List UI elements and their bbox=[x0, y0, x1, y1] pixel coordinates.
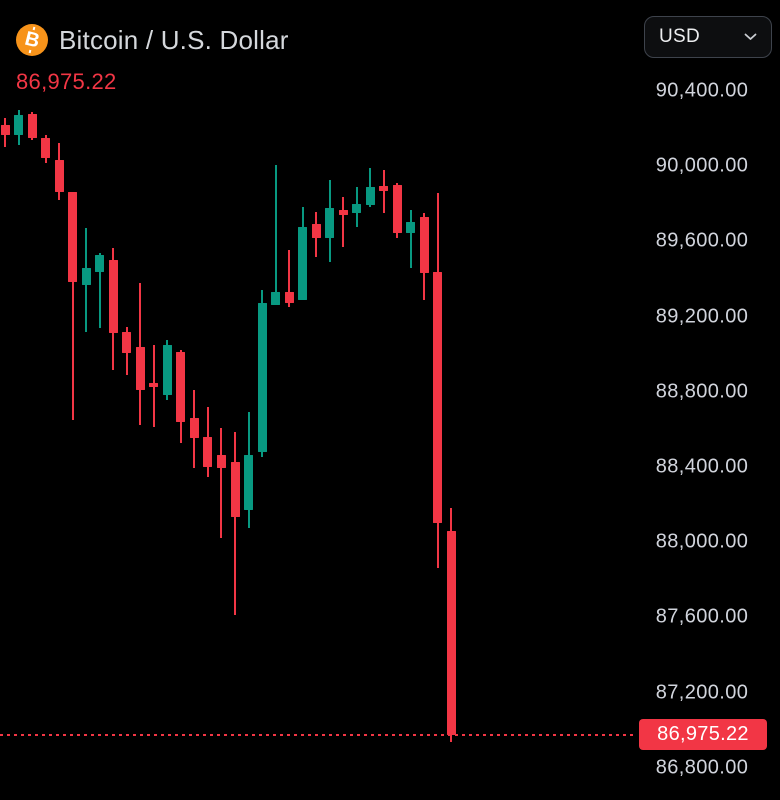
bitcoin-icon: B bbox=[16, 24, 48, 56]
symbol-title: Bitcoin / U.S. Dollar bbox=[59, 24, 289, 55]
last-price-line bbox=[0, 733, 637, 736]
candle-wick bbox=[382, 169, 385, 213]
candle-up bbox=[352, 203, 362, 213]
price-axis-label: 88,800.00 bbox=[655, 380, 749, 403]
candle-down bbox=[108, 260, 118, 333]
candle-up bbox=[162, 344, 172, 395]
candle-up bbox=[271, 291, 281, 305]
candle-down bbox=[27, 113, 37, 138]
price-axis-label: 88,000.00 bbox=[655, 530, 749, 553]
candle-up bbox=[406, 222, 416, 233]
price-axis[interactable]: 90,400.00 90,000.00 89,600.00 89,200.00 88,8… bbox=[640, 0, 764, 800]
candle-up bbox=[257, 303, 267, 452]
candle-up bbox=[81, 268, 91, 285]
candle-down bbox=[379, 185, 389, 191]
candle-up bbox=[95, 254, 105, 273]
candle-down bbox=[392, 185, 402, 233]
candle-up bbox=[365, 187, 375, 205]
candle-down bbox=[419, 216, 429, 273]
last-price-badge: 86,975.22 bbox=[639, 719, 767, 751]
candle-down bbox=[311, 223, 321, 238]
currency-dropdown-value: USD bbox=[659, 26, 701, 47]
last-price-badge-value: 86,975.22 bbox=[657, 723, 749, 746]
candle-down bbox=[0, 125, 10, 135]
header-last-price: 86,975.22 bbox=[16, 69, 117, 94]
candle-up bbox=[298, 226, 308, 301]
candle-down bbox=[149, 382, 159, 387]
candle-down bbox=[338, 210, 348, 216]
price-axis-label: 87,600.00 bbox=[655, 605, 749, 628]
candle-down bbox=[203, 436, 213, 467]
candle-down bbox=[176, 351, 186, 422]
candle-wick bbox=[71, 191, 74, 420]
price-axis-label: 90,000.00 bbox=[655, 154, 749, 177]
candle-down bbox=[135, 347, 145, 390]
candle-down bbox=[54, 159, 64, 192]
chart-area[interactable] bbox=[0, 0, 636, 800]
candle-wick bbox=[98, 252, 101, 329]
candle-wick bbox=[288, 250, 291, 307]
candle-up bbox=[325, 207, 335, 238]
candle-down bbox=[122, 332, 132, 354]
currency-dropdown[interactable]: USD bbox=[644, 16, 772, 58]
price-axis-label: 89,600.00 bbox=[655, 229, 749, 252]
candle-wick bbox=[234, 432, 236, 615]
candle-down bbox=[446, 530, 456, 735]
candle-down bbox=[189, 417, 199, 439]
candle-wick bbox=[274, 165, 277, 305]
chevron-down-icon bbox=[744, 33, 757, 40]
price-axis-label: 90,400.00 bbox=[655, 79, 749, 102]
candle-wick bbox=[409, 210, 412, 269]
candle-up bbox=[14, 115, 24, 135]
symbol-header: B Bitcoin / U.S. Dollar bbox=[16, 24, 289, 56]
price-axis-label: 88,400.00 bbox=[655, 455, 749, 478]
candle-down bbox=[41, 138, 51, 158]
price-axis-label: 87,200.00 bbox=[655, 681, 749, 704]
candle-down bbox=[230, 461, 240, 517]
price-axis-label: 89,200.00 bbox=[655, 305, 749, 328]
candle-down bbox=[216, 454, 226, 468]
price-axis-label: 86,800.00 bbox=[655, 756, 749, 779]
candle-up bbox=[244, 454, 254, 511]
candle-down bbox=[284, 291, 294, 304]
candle-down bbox=[68, 191, 78, 282]
candle-wick bbox=[342, 197, 345, 248]
candle-wick bbox=[220, 427, 223, 538]
candle-down bbox=[433, 272, 443, 523]
